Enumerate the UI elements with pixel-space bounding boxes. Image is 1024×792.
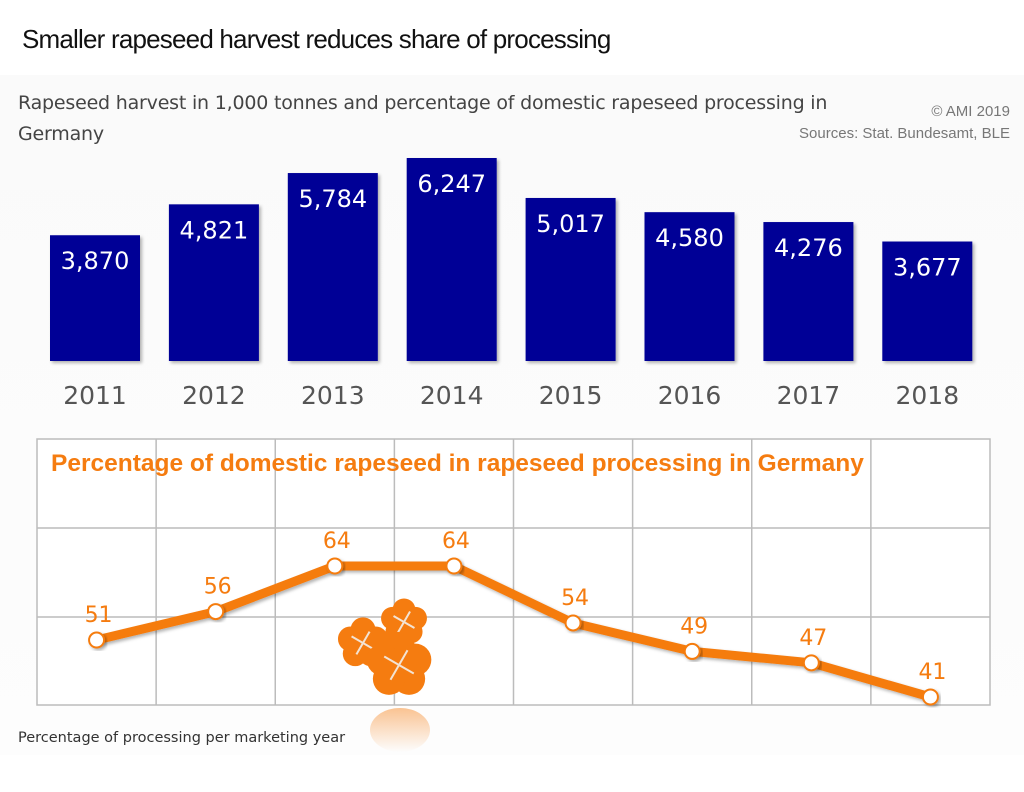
data-point-2016 (683, 642, 701, 660)
stamen (351, 635, 364, 644)
petal (366, 643, 399, 676)
footnote: Percentage of processing per marketing y… (18, 730, 346, 746)
data-point-2017 (802, 654, 820, 672)
data-label: 64 (323, 529, 351, 554)
data-label: 54 (561, 586, 589, 611)
petal (381, 606, 404, 630)
data-label: 49 (680, 614, 708, 639)
stamen (383, 655, 400, 666)
chart-subtitle: Rapeseed harvest in 1,000 tonnes and per… (18, 92, 828, 145)
bar-value-label: 3,677 (893, 254, 962, 282)
bar-x-axis: 2011 2012 2013 2014 2015 2016 2017 2018 (63, 381, 959, 410)
stamen (398, 649, 409, 666)
line-series: 51 56 64 64 54 49 47 41 (85, 529, 946, 706)
stamen (403, 611, 411, 623)
bar-value-label: 5,017 (536, 210, 605, 238)
bar-2018 (882, 241, 973, 361)
data-point-2018 (921, 688, 939, 706)
petal (337, 626, 363, 652)
x-tick-label: 2013 (301, 381, 365, 410)
stamen (398, 664, 415, 675)
data-point-2012 (207, 603, 225, 621)
bar-value-label: 3,870 (61, 247, 130, 275)
data-label: 64 (442, 529, 470, 554)
bar-2011 (50, 235, 140, 361)
bar-value-label: 4,276 (774, 234, 843, 262)
bar-value-label: 4,821 (180, 216, 249, 244)
bar-series: 3,870 4,821 5,784 6,247 5,017 4,580 4,276 3,677 (50, 158, 973, 361)
x-tick-label: 2016 (658, 381, 722, 410)
line-path (92, 561, 935, 702)
x-tick-label: 2017 (777, 381, 841, 410)
stamen (393, 615, 405, 623)
line-chart-grid (36, 438, 991, 706)
bar-2016 (644, 212, 735, 361)
bar-2014 (406, 158, 497, 361)
stamen (362, 631, 371, 644)
bar-2012 (168, 204, 259, 361)
flower-reflection (370, 708, 430, 752)
x-tick-label: 2012 (182, 381, 246, 410)
data-point-2014 (445, 557, 463, 575)
x-tick-label: 2015 (539, 381, 603, 410)
data-label: 47 (799, 626, 827, 651)
stamen (389, 664, 400, 681)
stamen (397, 621, 405, 633)
x-tick-label: 2018 (895, 381, 959, 410)
x-tick-label: 2014 (420, 381, 484, 410)
data-point-2015 (564, 614, 582, 632)
stamen (355, 642, 364, 655)
bar-value-label: 6,247 (417, 170, 486, 198)
bar-value-label: 5,784 (298, 185, 367, 213)
bar-value-label: 4,580 (655, 224, 724, 252)
stamen (403, 621, 415, 629)
copyright-label: © AMI 2019 (931, 103, 1010, 120)
data-label: 51 (85, 603, 113, 628)
data-point-2011 (88, 631, 106, 649)
data-label: 41 (918, 660, 946, 685)
data-label: 56 (204, 575, 232, 600)
line-chart-title: Percentage of domestic rapeseed in rapes… (51, 450, 864, 477)
page-title: Smaller rapeseed harvest reduces share o… (22, 24, 611, 54)
data-point-2013 (326, 557, 344, 575)
flower-large (366, 631, 432, 695)
sources-label: Sources: Stat. Bundesamt, BLE (799, 125, 1010, 142)
bar-2015 (525, 197, 616, 361)
x-tick-label: 2011 (63, 381, 127, 410)
bar-2017 (763, 222, 854, 361)
bar-2013 (287, 173, 378, 361)
rapeseed-flower-icon (337, 598, 432, 752)
